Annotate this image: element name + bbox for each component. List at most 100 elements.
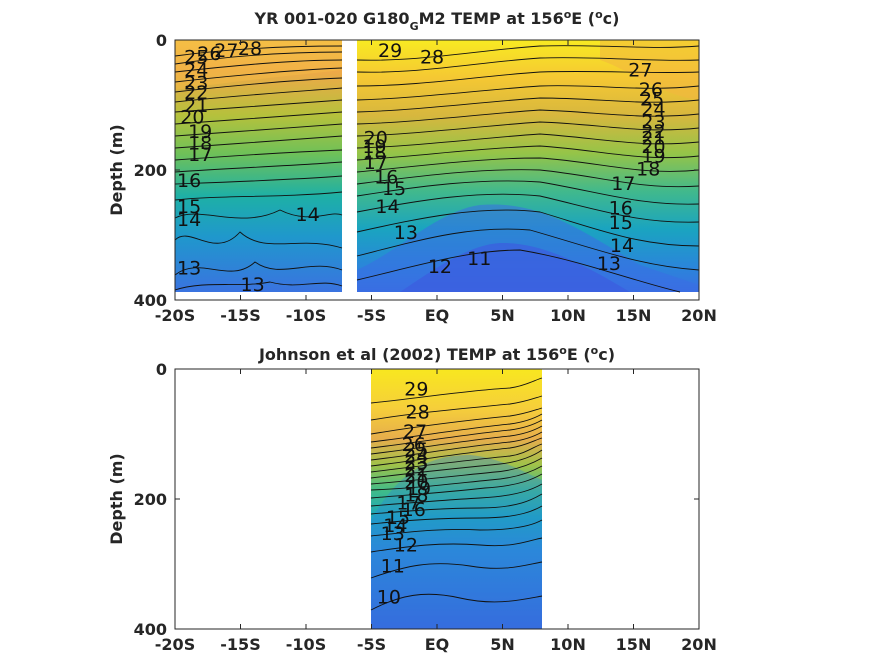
contour-label: 12 [394,535,418,557]
x-axis-top: -20S -15S -10S -5S EQ 5N 10N 15N 20N [155,40,717,325]
contour-label: 19 [362,136,386,158]
contour-label: 12 [428,256,452,278]
contour-label: 18 [404,484,428,506]
contour-label: 21 [641,128,665,150]
contour-label: 17 [364,152,388,174]
contour-label: 14 [610,235,634,257]
heatmap-bottom [370,369,543,629]
contour-label: 14 [375,196,399,218]
contour-label: 27 [214,40,238,62]
contour-label: 15 [382,178,406,200]
y-tick-label: 0 [156,360,167,379]
missing-band [342,40,357,300]
warm-right-flank [600,40,699,100]
x-tick-label: 10N [550,635,586,654]
contour-label: 23 [184,72,208,94]
x-tick-label: 5N [490,635,515,654]
contour-label: 21 [184,95,208,117]
contour-label: 16 [609,198,633,220]
x-tick-label: EQ [425,635,450,654]
contour-label: 28 [406,401,430,423]
contour-label: 28 [420,46,444,68]
contour-label: 13 [241,274,265,296]
contour-label: 16 [402,499,426,521]
contour-label: 16 [177,170,201,192]
contour-label: 27 [403,421,427,443]
x-tick-label: 5N [490,306,515,325]
contour-label: 26 [639,79,663,101]
contour-label: 20 [404,471,428,493]
contour-label: 25 [404,439,428,461]
ylabel-bottom: Depth (m) [107,453,126,545]
contour-label: 11 [467,248,491,270]
x-tick-label: 15N [616,635,652,654]
contour-label: 22 [641,121,665,143]
contour-label: 24 [641,98,665,120]
contour-label: 25 [640,89,664,111]
ylabel-top: Depth (m) [107,124,126,216]
contour-label: 14 [296,204,320,226]
contour-label: 29 [378,40,402,62]
contour-label: 15 [177,196,201,218]
contour-label: 23 [641,111,665,133]
contour-label: 26 [402,434,426,456]
contour-label: 17 [611,173,635,195]
contour-label: 24 [184,59,208,81]
x-tick-label: 15N [616,306,652,325]
contour-label: 19 [641,146,665,168]
contour-label: 19 [407,478,431,500]
contour-label: 20 [180,107,204,129]
contour-label: 13 [177,258,201,280]
contour-label: 15 [386,507,410,529]
contour-label: 17 [396,492,420,514]
contour-lines-top [175,45,699,293]
contour-label: 22 [404,458,428,480]
contour-label: 11 [381,555,405,577]
y-tick-label: 400 [134,620,167,639]
y-axis-bottom: 0 200 400 [134,360,699,639]
x-tick-label: 20N [681,635,717,654]
contour-label: 13 [381,523,405,545]
y-tick-label: 400 [134,291,167,310]
y-tick-label: 0 [156,31,167,50]
contour-label: 25 [184,46,208,68]
contour-label: 16 [374,167,398,189]
contour-label: 10 [377,587,401,609]
title-bottom: Johnson et al (2002) TEMP at 156oE (oc) [258,344,615,364]
x-tick-label: -15S [220,635,260,654]
y-axis-top: 0 200 400 [134,31,699,310]
contour-label: 24 [404,445,428,467]
cold-core [400,242,630,292]
x-tick-label: -5S [357,635,386,654]
contour-label: 29 [404,379,428,401]
contour-label: 18 [636,159,660,181]
contour-label: 14 [383,515,407,537]
contour-label: 23 [404,452,428,474]
contour-label: 13 [597,253,621,275]
x-axis-bottom: -20S -15S -10S -5S EQ 5N 10N 15N 20N [155,369,717,654]
contour-label: 22 [184,82,208,104]
contour-label: 26 [197,43,221,65]
x-tick-label: -10S [286,306,326,325]
contour-label: 19 [188,121,212,143]
x-tick-label: -5S [357,306,386,325]
contour-label: 18 [362,142,386,164]
contour-label: 20 [364,128,388,150]
obs-field [371,369,542,629]
contour-label: 20 [641,136,665,158]
panel-bottom: Johnson et al (2002) TEMP at 156oE (oc) [107,344,717,654]
contour-label: 13 [394,222,418,244]
x-tick-label: EQ [425,306,450,325]
contour-label: 28 [238,38,262,60]
title-top: YR 001-020 G180GM2 TEMP at 156oE (oc) [254,8,620,33]
x-tick-label: 20N [681,306,717,325]
obs-upper-dome [371,455,542,629]
contour-label: 17 [188,144,212,166]
x-tick-label: -10S [286,635,326,654]
contour-label: 14 [177,209,201,231]
x-tick-label: 10N [550,306,586,325]
y-tick-label: 200 [134,161,167,180]
